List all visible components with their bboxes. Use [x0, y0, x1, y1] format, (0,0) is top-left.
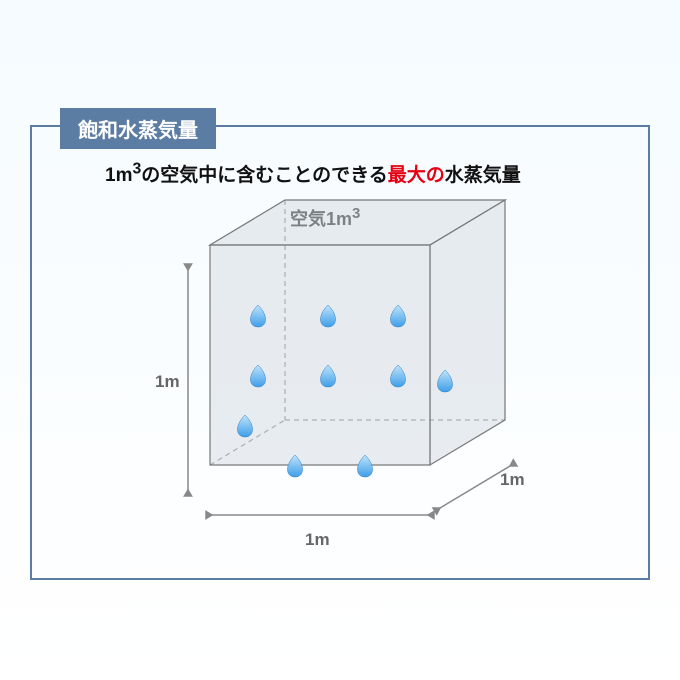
dim-label-width: 1m [305, 530, 330, 550]
cube-diagram [0, 0, 680, 680]
dim-label-height: 1m [155, 372, 180, 392]
dim-label-depth: 1m [500, 470, 525, 490]
